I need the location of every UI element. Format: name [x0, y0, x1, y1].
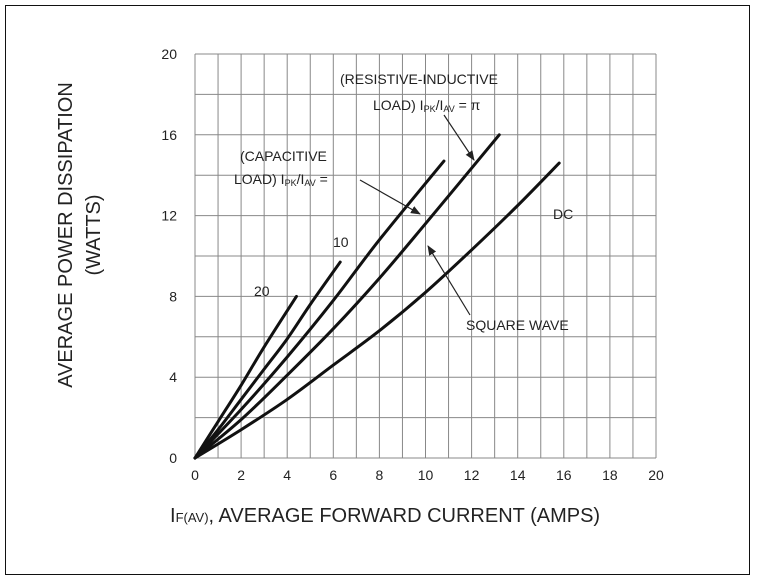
curve-20 [193, 294, 298, 460]
x-tick-label: 12 [464, 467, 480, 483]
tick-labels: 0 2 4 6 8 10 12 14 16 18 20 0 4 8 12 16 20 [161, 46, 664, 483]
y-tick-label: 8 [169, 288, 177, 304]
capacitive-arrow [359, 179, 421, 215]
x-tick-label: 16 [556, 467, 572, 483]
x-axis-label: IF(AV), AVERAGE FORWARD CURRENT (AMPS) [170, 505, 600, 527]
y-tick-label: 0 [169, 450, 177, 466]
resistive-label-line2: LOAD) IPK/IAV = π [373, 97, 481, 114]
capacitive-label-line1: (CAPACITIVE [240, 148, 327, 164]
x-tick-label: 10 [418, 467, 434, 483]
square-wave-arrow [427, 245, 471, 316]
label-20: 20 [254, 283, 270, 299]
x-tick-label: 14 [510, 467, 526, 483]
y-tick-label: 12 [161, 208, 177, 224]
y-tick-label: 4 [169, 369, 177, 385]
y-tick-label: 16 [161, 127, 177, 143]
capacitive-label-line2: LOAD) IPK/IAV = [234, 171, 328, 188]
y-axis-label-line2: (WATTS) [83, 194, 105, 275]
curve-capacitive [193, 159, 446, 460]
square-wave-label: SQUARE WAVE [466, 317, 569, 333]
y-tick-label: 20 [161, 46, 177, 62]
curve-square-wave [193, 133, 501, 460]
x-tick-label: 6 [329, 467, 337, 483]
x-tick-label: 2 [237, 467, 245, 483]
x-axis-label-sub: F(AV) [176, 510, 209, 525]
y-axis-label: AVERAGE POWER DISSIPATION (WATTS) [55, 82, 105, 388]
x-tick-label: 4 [283, 467, 291, 483]
x-tick-label: 18 [602, 467, 618, 483]
curve-10 [193, 260, 342, 460]
x-tick-label: 20 [648, 467, 664, 483]
x-tick-label: 0 [191, 467, 199, 483]
resistive-label-line1: (RESISTIVE-INDUCTIVE [340, 71, 498, 87]
x-axis-label-main: I [170, 505, 176, 527]
chart-frame [5, 5, 750, 575]
curves [193, 133, 561, 460]
label-10: 10 [333, 234, 349, 250]
curve-dc [193, 161, 561, 460]
resistive-arrow [443, 114, 475, 161]
dc-label: DC [553, 206, 573, 222]
x-axis-label-rest: , AVERAGE FORWARD CURRENT (AMPS) [209, 505, 601, 527]
y-axis-label-line1: AVERAGE POWER DISSIPATION [55, 82, 77, 388]
grid [194, 53, 657, 459]
x-tick-label: 8 [376, 467, 384, 483]
